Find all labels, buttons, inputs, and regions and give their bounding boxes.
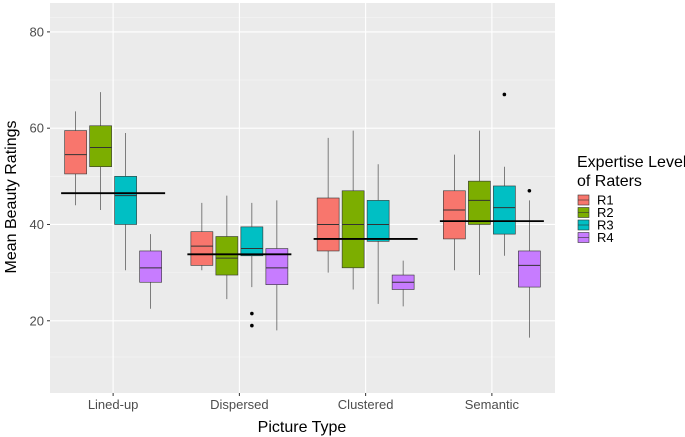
- legend-title-line1: Expertise Level: [577, 154, 685, 171]
- y-axis-title: Mean Beauty Ratings: [3, 121, 20, 274]
- x-tick-label: Semantic: [465, 397, 520, 412]
- y-tick-label: 80: [30, 24, 44, 39]
- box-groups: [64, 92, 541, 338]
- box-r4-clustered: [391, 260, 415, 307]
- x-tick-label: Clustered: [338, 397, 394, 412]
- legend-label: R4: [597, 230, 614, 245]
- box-iqr: [240, 226, 264, 257]
- box-iqr: [341, 190, 365, 269]
- box-r1-lined-up: [64, 111, 87, 206]
- x-axis: Lined-up Dispersed Clustered Semantic: [88, 393, 520, 412]
- box-r4-semantic: [518, 188, 541, 338]
- x-tick-label: Dispersed: [210, 397, 269, 412]
- box-iqr: [139, 250, 162, 283]
- legend-label: R2: [597, 205, 614, 220]
- box-iqr: [265, 248, 289, 285]
- x-axis-title: Picture Type: [258, 419, 347, 436]
- legend-title-line2: of Raters: [577, 173, 642, 190]
- outlier-point: [527, 188, 532, 193]
- box-r4-dispersed: [265, 200, 289, 331]
- y-tick-label: 20: [30, 313, 44, 328]
- legend-item-r1: R1: [577, 193, 614, 208]
- box-r1-dispersed: [190, 202, 214, 271]
- x-tick-label: Lined-up: [88, 397, 139, 412]
- box-r1-semantic: [443, 154, 466, 271]
- legend-item-r4: R4: [577, 230, 614, 245]
- box-r3-lined-up: [114, 133, 137, 271]
- box-iqr: [443, 190, 466, 240]
- box-r2-semantic: [468, 130, 491, 276]
- legend-label: R1: [597, 193, 614, 208]
- box-r2-clustered: [341, 130, 365, 290]
- outlier-point: [502, 92, 507, 97]
- outlier-point: [250, 323, 254, 328]
- box-iqr: [518, 250, 541, 288]
- box-iqr: [114, 176, 137, 225]
- mean-lines: [61, 192, 544, 256]
- y-tick-label: 60: [30, 121, 44, 136]
- box-r3-dispersed: [240, 202, 264, 328]
- box-iqr: [190, 231, 214, 266]
- box-iqr: [493, 185, 516, 235]
- box-iqr: [64, 130, 87, 175]
- box-iqr: [89, 125, 112, 168]
- box-r2-lined-up: [89, 92, 112, 211]
- box-r4-lined-up: [139, 234, 162, 309]
- box-iqr: [468, 180, 491, 225]
- legend-label: R3: [597, 218, 614, 233]
- y-tick-label: 40: [30, 217, 44, 232]
- outlier-point: [250, 311, 254, 316]
- y-axis: 20 40 60 80: [30, 24, 50, 328]
- box-r3-clustered: [366, 164, 390, 304]
- box-r1-clustered: [316, 137, 340, 273]
- box-r2-dispersed: [215, 195, 239, 300]
- box-r3-semantic: [493, 92, 516, 256]
- box-iqr: [215, 236, 239, 276]
- box-iqr: [366, 200, 390, 242]
- legend-item-r3: R3: [577, 218, 614, 233]
- legend-item-r2: R2: [577, 205, 614, 220]
